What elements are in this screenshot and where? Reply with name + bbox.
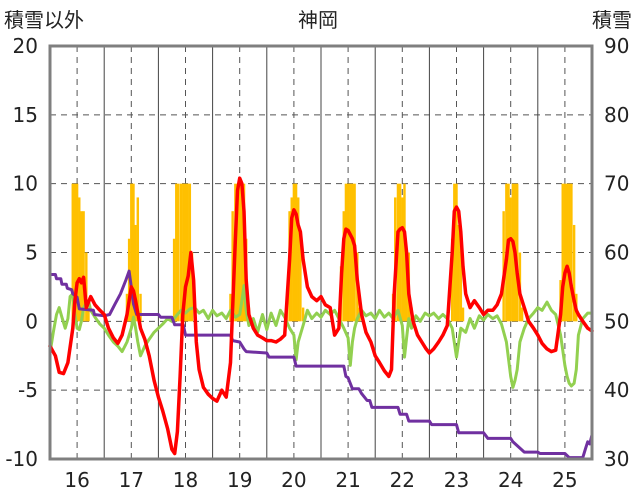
precipitation-bar (561, 183, 564, 322)
precipitation-bar (455, 183, 458, 322)
precipitation-bar (502, 211, 505, 322)
series-line-3 (48, 269, 594, 460)
x-tick-label: 17 (119, 468, 144, 492)
precipitation-bar (238, 183, 241, 322)
precipitation-bar (351, 183, 354, 322)
precipitation-bar (290, 197, 293, 322)
precipitation-bar (453, 183, 456, 322)
x-tick-label: 21 (335, 468, 360, 492)
x-tick-label: 22 (390, 468, 415, 492)
precipitation-bar (450, 238, 454, 322)
precipitation-bar (240, 183, 244, 322)
precipitation-bar (459, 238, 463, 322)
precipitation-bar (80, 211, 83, 322)
y-left-tick-label: -10 (5, 447, 38, 471)
precipitation-bar (461, 307, 465, 322)
y-left-tick-label: 10 (13, 172, 38, 196)
precipitation-bar (292, 183, 296, 322)
y-left-tick-label: 0 (25, 309, 38, 333)
precipitation-bar (130, 183, 133, 322)
y-left-tick-label: 20 (13, 34, 38, 58)
y-left-tick-label: 15 (13, 103, 38, 127)
precipitation-bar (87, 307, 90, 322)
y-right-tick-label: 70 (604, 172, 629, 196)
precipitation-bar (568, 183, 571, 322)
precipitation-bar (509, 197, 512, 322)
series-lines (48, 176, 594, 460)
precipitation-bar (236, 183, 239, 322)
precipitation-bar (85, 252, 88, 322)
precipitation-bar (78, 197, 81, 322)
precipitation-bar (401, 197, 404, 322)
precipitation-bar (405, 252, 408, 322)
precipitation-bar (71, 183, 74, 322)
series-line-2 (48, 284, 594, 389)
precipitation-bar (344, 183, 348, 322)
y-right-tick-label: 60 (604, 241, 629, 265)
y-right-tick-label: 80 (604, 103, 629, 127)
x-tick-label: 19 (227, 468, 252, 492)
precipitation-bar (563, 183, 567, 322)
precipitation-bar (82, 211, 85, 322)
precipitation-bar (398, 183, 402, 322)
x-tick-label: 18 (173, 468, 198, 492)
y-right-tick-label: 90 (604, 34, 629, 58)
right-axis-label: 積雪 (592, 8, 632, 32)
precipitation-bar (511, 183, 515, 322)
precipitation-bar (134, 224, 137, 322)
precipitation-bar (297, 197, 300, 322)
y-left-tick-label: -5 (18, 378, 38, 402)
y-right-tick-label: 50 (604, 309, 629, 333)
y-left-tick-label: 5 (25, 241, 38, 265)
precipitation-bar (139, 293, 142, 322)
precipitation-bar (184, 183, 187, 322)
left-axis-label: 積雪以外 (4, 8, 84, 32)
precipitation-bar (229, 293, 232, 322)
precipitation-bar (186, 183, 189, 322)
precipitation-bar (572, 224, 576, 322)
precipitation-bar (177, 183, 180, 322)
precipitation-bar (515, 183, 519, 322)
precipitation-bar (75, 183, 79, 322)
precipitation-bar (565, 183, 569, 322)
x-tick-label: 24 (498, 468, 523, 492)
x-tick-label: 16 (64, 468, 89, 492)
precipitation-bar (520, 307, 524, 322)
x-tick-label: 20 (281, 468, 306, 492)
precipitation-bar (132, 183, 135, 322)
x-tick-label: 25 (552, 468, 577, 492)
precipitation-bar (301, 307, 305, 322)
precipitation-bar (299, 238, 302, 322)
precipitation-bar (294, 183, 298, 322)
chart-title: 神岡 (298, 8, 338, 32)
precipitation-bar (349, 183, 352, 322)
precipitation-bar (403, 183, 406, 322)
precipitation-bar (182, 183, 185, 322)
precipitation-bar (570, 183, 573, 322)
precipitation-bar (136, 197, 140, 322)
y-right-tick-label: 40 (604, 378, 629, 402)
precipitation-bar (346, 183, 350, 322)
y-right-tick-label: 30 (604, 447, 629, 471)
precipitation-bar (457, 224, 460, 322)
precipitation-bar (179, 183, 183, 322)
series-line-1 (48, 176, 594, 456)
precipitation-bar (175, 183, 178, 322)
plot-frame (48, 44, 594, 461)
x-tick-label: 23 (444, 468, 469, 492)
precipitation-bar (73, 183, 77, 322)
precipitation-bar (190, 252, 194, 322)
precipitation-bar (172, 238, 176, 322)
